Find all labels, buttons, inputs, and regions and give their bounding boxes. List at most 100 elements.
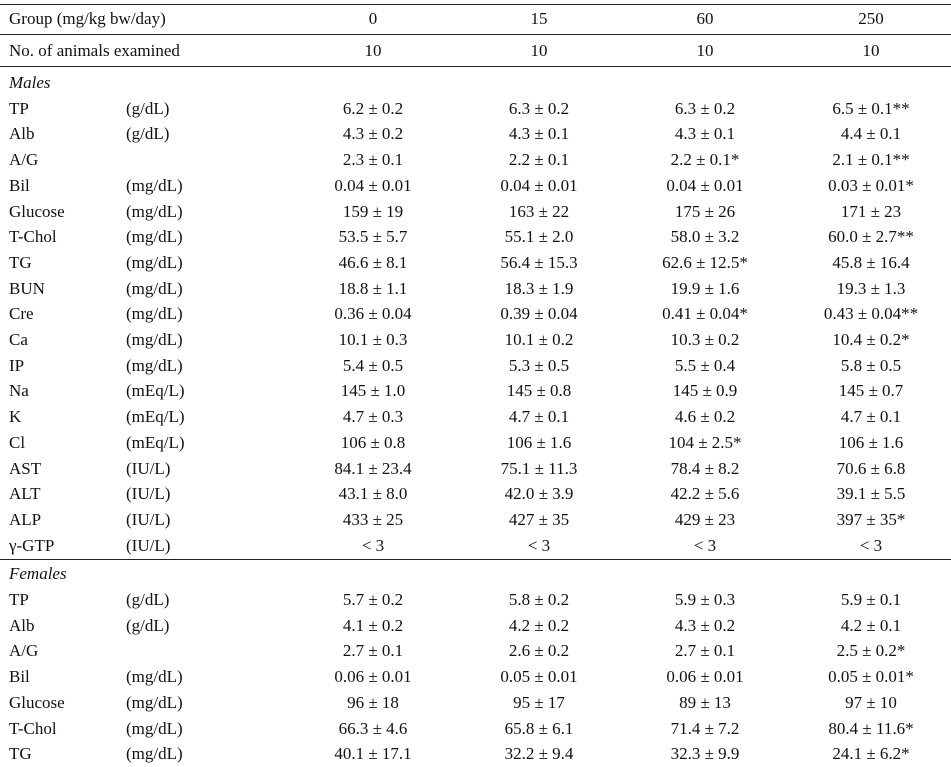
value-cell: 10.4 ± 0.2* <box>832 330 910 349</box>
value-cell: 58.0 ± 3.2 <box>670 227 740 247</box>
value-cell: 18.8 ± 1.1 <box>338 278 408 298</box>
parameter-unit: (g/dL) <box>126 124 170 144</box>
table-row: IP (mg/dL) 5.4 ± 0.5 5.3 ± 0.5 5.5 ± 0.4 5.8 … <box>0 353 951 379</box>
parameter-name: IP <box>9 355 25 375</box>
value-cell: 433 ± 25 <box>342 509 404 529</box>
parameter-unit: (mg/dL) <box>126 201 183 221</box>
value-cell: 4.1 ± 0.2 <box>342 615 404 635</box>
dose-3: 250 <box>858 9 884 28</box>
value-cell: 0.06 ± 0.01 <box>666 667 744 687</box>
value-cell: 4.2 ± 0.1 <box>840 615 902 635</box>
parameter-unit: (IU/L) <box>126 509 171 529</box>
value-cell: 163 ± 22 <box>508 201 570 221</box>
value-cell: 78.4 ± 8.2 <box>670 458 740 478</box>
parameter-name: K <box>9 407 22 427</box>
table-row: T-Chol (mg/dL) 53.5 ± 5.7 55.1 ± 2.0 58.0 ± … <box>0 224 951 250</box>
table-row: ALP (IU/L) 433 ± 25 427 ± 35 429 ± 23 397 ± 3… <box>0 507 951 533</box>
parameter-unit: (mg/dL) <box>126 355 183 375</box>
value-cell: 171 ± 23 <box>840 201 902 221</box>
value-cell: 2.5 ± 0.2* <box>836 641 906 661</box>
value-cell: 2.7 ± 0.1 <box>342 641 404 661</box>
value-cell: 159 ± 19 <box>342 201 404 221</box>
parameter-name: Alb <box>9 615 35 635</box>
value-cell: 65.8 ± 6.1 <box>504 718 574 738</box>
value-cell: 4.3 ± 0.2 <box>342 124 404 144</box>
value-cell: 70.6 ± 6.8 <box>836 458 906 478</box>
parameter-name: Ca <box>9 330 28 349</box>
parameter-name: ALP <box>9 509 42 529</box>
value-cell: 97 ± 10 <box>845 692 897 712</box>
parameter-unit: (g/dL) <box>126 615 170 635</box>
table-row: TG (mg/dL) 46.6 ± 8.1 56.4 ± 15.3 62.6 ± 12.… <box>0 250 951 276</box>
value-cell: < 3 <box>859 535 883 555</box>
value-cell: 18.3 ± 1.9 <box>504 278 574 298</box>
value-cell: 4.7 ± 0.1 <box>840 407 902 427</box>
value-cell: 4.3 ± 0.1 <box>674 124 736 144</box>
parameter-unit: (IU/L) <box>126 458 171 478</box>
table-row: γ-GTP (IU/L) < 3 < 3 < 3 < 3 <box>0 533 951 559</box>
parameter-unit: (IU/L) <box>126 535 171 555</box>
parameter-unit: (mg/dL) <box>126 252 183 272</box>
table-row: Bil (mg/dL) 0.04 ± 0.01 0.04 ± 0.01 0.04 ± 0… <box>0 173 951 199</box>
value-cell: 4.7 ± 0.3 <box>342 407 404 427</box>
table-row: Ca (mg/dL) 10.1 ± 0.3 10.1 ± 0.2 10.3 ± 0.2 1… <box>0 327 951 353</box>
value-cell: 24.1 ± 6.2* <box>832 744 910 764</box>
value-cell: 32.2 ± 9.4 <box>504 744 574 764</box>
section-title: Males <box>9 73 51 92</box>
parameter-name: Bil <box>9 175 30 195</box>
value-cell: 0.04 ± 0.01 <box>334 175 412 195</box>
value-cell: 0.04 ± 0.01 <box>500 175 578 195</box>
value-cell: 71.4 ± 7.2 <box>670 718 740 738</box>
value-cell: 5.8 ± 0.5 <box>840 355 902 375</box>
value-cell: 19.3 ± 1.3 <box>836 278 906 298</box>
value-cell: 4.7 ± 0.1 <box>508 407 570 427</box>
value-cell: 95 ± 17 <box>513 692 565 712</box>
animals-label: No. of animals examined <box>9 41 180 60</box>
parameter-unit: (mg/dL) <box>126 330 183 349</box>
value-cell: 104 ± 2.5* <box>668 432 742 452</box>
dose-1: 15 <box>530 9 548 28</box>
table-row: Na (mEq/L) 145 ± 1.0 145 ± 0.8 145 ± 0.9 145 … <box>0 378 951 404</box>
parameter-name: Glucose <box>9 692 65 712</box>
value-cell: 62.6 ± 12.5* <box>662 252 748 272</box>
value-cell: 175 ± 26 <box>674 201 736 221</box>
value-cell: 56.4 ± 15.3 <box>500 252 578 272</box>
value-cell: 397 ± 35* <box>836 509 906 529</box>
value-cell: 6.2 ± 0.2 <box>342 98 404 118</box>
dose-0: 0 <box>368 9 378 28</box>
parameter-unit: (g/dL) <box>126 98 170 118</box>
table-row: Alb (g/dL) 4.1 ± 0.2 4.2 ± 0.2 4.3 ± 0.2 4.2 … <box>0 613 951 639</box>
table-row: Glucose (mg/dL) 159 ± 19 163 ± 22 175 ± 26 17… <box>0 199 951 225</box>
animals-3: 10 <box>862 41 880 60</box>
header-rule-1 <box>0 34 951 35</box>
value-cell: 145 ± 0.8 <box>506 381 572 401</box>
parameter-name: T-Chol <box>9 227 57 247</box>
value-cell: 42.2 ± 5.6 <box>670 484 740 504</box>
parameter-unit: (mg/dL) <box>126 175 183 195</box>
value-cell: 106 ± 0.8 <box>340 432 406 452</box>
animals-1: 10 <box>530 41 548 60</box>
parameter-name: Na <box>9 381 29 401</box>
header-rule-2 <box>0 66 951 67</box>
value-cell: 0.05 ± 0.01 <box>500 667 578 687</box>
parameter-unit: (mEq/L) <box>126 407 185 427</box>
parameter-name: TP <box>9 590 29 609</box>
parameter-name: TP <box>9 98 29 118</box>
table-row: TP (g/dL) 5.7 ± 0.2 5.8 ± 0.2 5.9 ± 0.3 5.9 ±… <box>0 587 951 613</box>
value-cell: 2.6 ± 0.2 <box>508 641 570 661</box>
value-cell: 10.1 ± 0.2 <box>504 330 574 349</box>
parameter-name: A/G <box>9 641 39 661</box>
value-cell: 39.1 ± 5.5 <box>836 484 906 504</box>
value-cell: 46.6 ± 8.1 <box>338 252 408 272</box>
parameter-name: A/G <box>9 150 39 170</box>
table-row: K (mEq/L) 4.7 ± 0.3 4.7 ± 0.1 4.6 ± 0.2 4.7 ±… <box>0 404 951 430</box>
parameter-name: γ-GTP <box>9 535 55 555</box>
value-cell: < 3 <box>693 535 717 555</box>
value-cell: 4.4 ± 0.1 <box>840 124 902 144</box>
value-cell: 4.3 ± 0.1 <box>508 124 570 144</box>
value-cell: 53.5 ± 5.7 <box>338 227 408 247</box>
parameter-name: ALT <box>9 484 41 504</box>
value-cell: 0.06 ± 0.01 <box>334 667 412 687</box>
value-cell: < 3 <box>361 535 385 555</box>
value-cell: 5.8 ± 0.2 <box>508 590 570 609</box>
